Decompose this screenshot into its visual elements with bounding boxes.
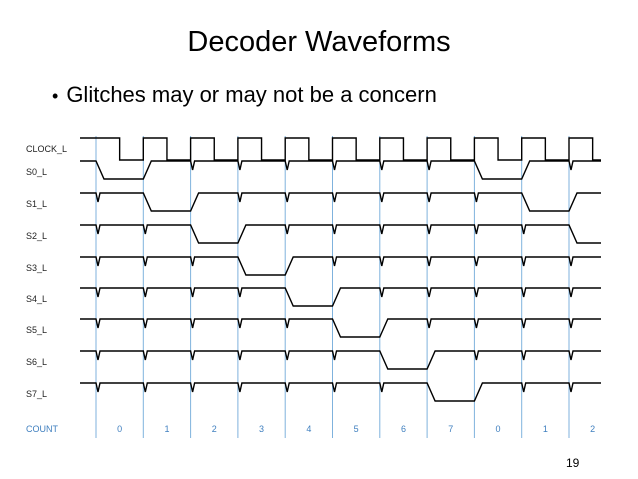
count-value: 0 [496, 424, 501, 434]
signal-label-s2_l: S2_L [26, 231, 47, 241]
signal-label-s5_l: S5_L [26, 325, 47, 335]
count-value: 1 [164, 424, 169, 434]
bullet-text: Glitches may or may not be a concern [66, 82, 437, 107]
count-value: 0 [117, 424, 122, 434]
waveform-s4-l [80, 287, 601, 307]
waveforms [80, 137, 601, 402]
count-value: 2 [212, 424, 217, 434]
count-row: COUNT 0 1 2 3 4 5 6 7 0 1 2 [26, 424, 595, 434]
waveform-s6-l [80, 350, 601, 370]
slide-title: Decoder Waveforms [187, 26, 451, 58]
waveform-s7-l [80, 382, 601, 402]
bullet-dot-icon: • [52, 86, 59, 106]
count-value: 3 [259, 424, 264, 434]
waveform-s3-l [80, 256, 601, 276]
signal-label-s1_l: S1_L [26, 199, 47, 209]
signal-labels: CLOCK_L S0_L S1_L S2_L S3_L S4_L S5_L S6_L S7_L [26, 144, 67, 399]
waveform-clock-l [80, 137, 601, 161]
count-value: 5 [354, 424, 359, 434]
waveform-s2-l [80, 224, 601, 244]
count-value: 4 [306, 424, 311, 434]
signal-label-s6_l: S6_L [26, 357, 47, 367]
signal-label-s7_l: S7_L [26, 389, 47, 399]
waveform-s0-l [80, 160, 601, 180]
count-label: COUNT [26, 424, 58, 434]
count-value: 7 [448, 424, 453, 434]
count-value: 6 [401, 424, 406, 434]
signal-label-s4_l: S4_L [26, 294, 47, 304]
grid-lines [95, 136, 570, 438]
signal-label-s0_l: S0_L [26, 167, 47, 177]
signal-label-clock_l: CLOCK_L [26, 144, 67, 154]
count-value: 2 [590, 424, 595, 434]
waveform-s5-l [80, 318, 601, 338]
page-number: 19 [566, 456, 580, 470]
waveform-s1-l [80, 192, 601, 212]
count-value: 1 [543, 424, 548, 434]
signal-label-s3_l: S3_L [26, 263, 47, 273]
bullet-item: • Glitches may or may not be a concern [52, 82, 437, 108]
